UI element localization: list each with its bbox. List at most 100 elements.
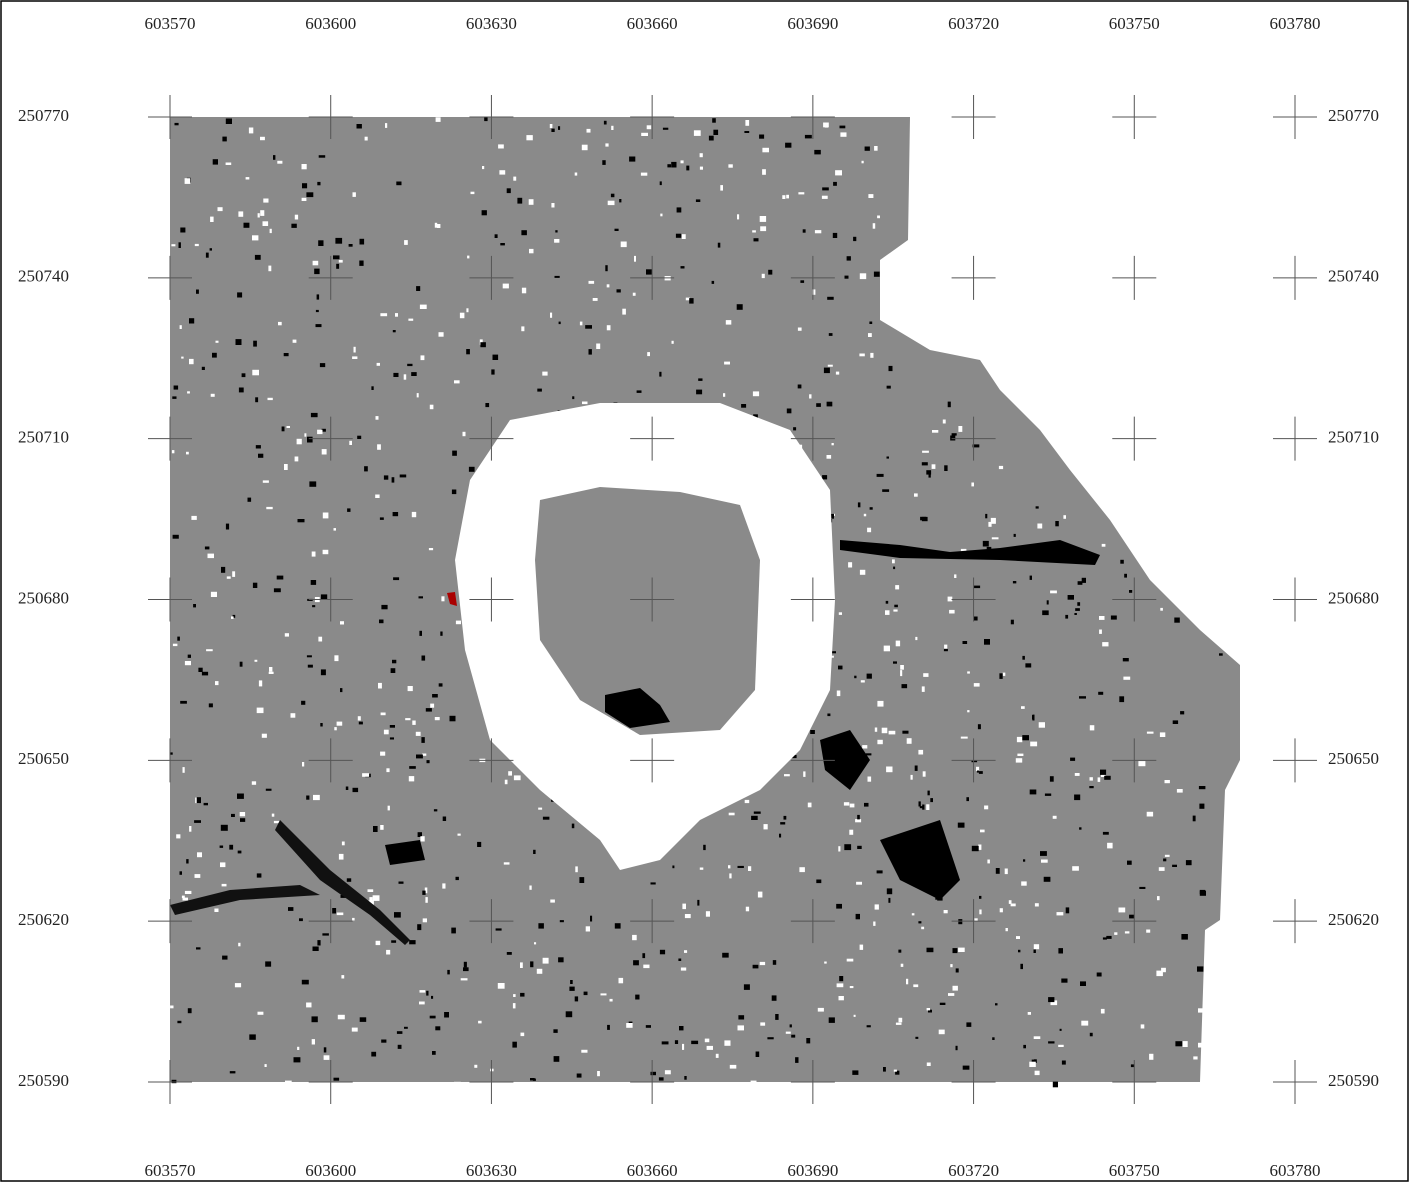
- speckle: [1104, 776, 1111, 780]
- speckle: [306, 796, 309, 800]
- speckle: [793, 427, 796, 430]
- speckle: [758, 892, 763, 898]
- speckle: [442, 883, 445, 888]
- speckle: [554, 239, 559, 243]
- speckle: [979, 771, 983, 774]
- speckle: [550, 900, 555, 903]
- speckle: [977, 771, 979, 773]
- speckle: [377, 444, 381, 450]
- speckle: [174, 386, 179, 390]
- speckle: [249, 128, 253, 134]
- speckle: [180, 325, 182, 329]
- speckle: [584, 992, 588, 996]
- speckle: [1181, 934, 1188, 940]
- speckle: [437, 224, 441, 228]
- speckle: [294, 1057, 301, 1062]
- speckle: [273, 155, 275, 160]
- speckle: [318, 637, 322, 642]
- speckle: [832, 651, 836, 653]
- speckle: [1048, 1041, 1054, 1043]
- speckle: [682, 234, 686, 239]
- speckle: [723, 393, 725, 397]
- speckle: [829, 1017, 835, 1023]
- speckle: [575, 996, 578, 1001]
- speckle: [928, 791, 930, 796]
- speckle: [745, 120, 749, 126]
- speckle: [172, 450, 175, 453]
- speckle: [534, 942, 536, 944]
- speckle: [390, 737, 394, 739]
- speckle: [844, 802, 849, 805]
- speckle: [1165, 855, 1170, 857]
- speckle: [186, 452, 189, 455]
- speckle: [888, 898, 890, 903]
- speckle: [927, 1008, 930, 1010]
- speckle: [381, 713, 386, 716]
- speckle: [818, 1008, 824, 1012]
- page: 6035706035706036006036006036306036306036…: [0, 0, 1410, 1182]
- speckle: [901, 964, 904, 967]
- speckle: [404, 1027, 408, 1029]
- speckle: [407, 364, 412, 366]
- speckle: [940, 1003, 946, 1005]
- speckle: [726, 320, 732, 325]
- speckle: [1023, 859, 1025, 861]
- x-tick-label-bottom: 603600: [305, 1161, 356, 1180]
- speckle: [365, 137, 368, 141]
- speckle: [171, 244, 175, 246]
- speckle: [744, 131, 749, 133]
- speckle: [421, 355, 425, 360]
- speckle: [1081, 1021, 1088, 1026]
- speckle: [307, 655, 312, 657]
- speckle: [839, 976, 843, 981]
- speckle: [660, 214, 662, 217]
- speckle: [780, 822, 785, 824]
- speckle: [336, 264, 339, 269]
- speckle: [543, 958, 549, 964]
- speckle: [485, 403, 489, 407]
- speckle: [432, 694, 438, 698]
- speckle: [211, 592, 217, 597]
- speckle: [999, 673, 1002, 679]
- speckle: [956, 1046, 958, 1050]
- speckle: [412, 721, 415, 725]
- speckle: [979, 910, 981, 915]
- speckle: [712, 281, 715, 284]
- speckle: [762, 148, 769, 153]
- x-tick-label-top: 603600: [305, 14, 356, 33]
- speckle: [522, 288, 526, 294]
- speckle: [205, 547, 210, 550]
- speckle: [672, 341, 674, 344]
- speckle: [526, 135, 532, 140]
- speckle: [538, 923, 544, 928]
- speckle: [339, 854, 344, 860]
- speckle: [738, 1015, 744, 1019]
- speckle: [285, 633, 289, 636]
- speckle: [685, 914, 691, 918]
- speckle: [967, 710, 969, 712]
- speckle: [875, 728, 877, 732]
- speckle: [349, 441, 352, 445]
- speckle: [322, 449, 327, 454]
- speckle: [860, 945, 864, 950]
- speckle: [1219, 653, 1223, 655]
- speckle: [1163, 859, 1166, 862]
- speckle: [1005, 869, 1008, 875]
- speckle: [1075, 608, 1080, 611]
- speckle: [376, 416, 379, 420]
- speckle: [235, 983, 241, 987]
- speckle: [593, 298, 598, 301]
- speckle: [682, 1044, 684, 1050]
- speckle: [596, 344, 600, 350]
- x-tick-label-top: 603570: [145, 14, 196, 33]
- speckle: [393, 577, 399, 580]
- speckle: [196, 290, 199, 294]
- speckle: [1017, 754, 1023, 756]
- speckle: [185, 178, 191, 184]
- speckle: [744, 984, 750, 990]
- speckle: [689, 298, 693, 304]
- y-tick-label-left: 250770: [18, 106, 69, 125]
- speckle: [282, 427, 285, 432]
- speckle: [435, 717, 440, 720]
- speckle: [1160, 608, 1163, 611]
